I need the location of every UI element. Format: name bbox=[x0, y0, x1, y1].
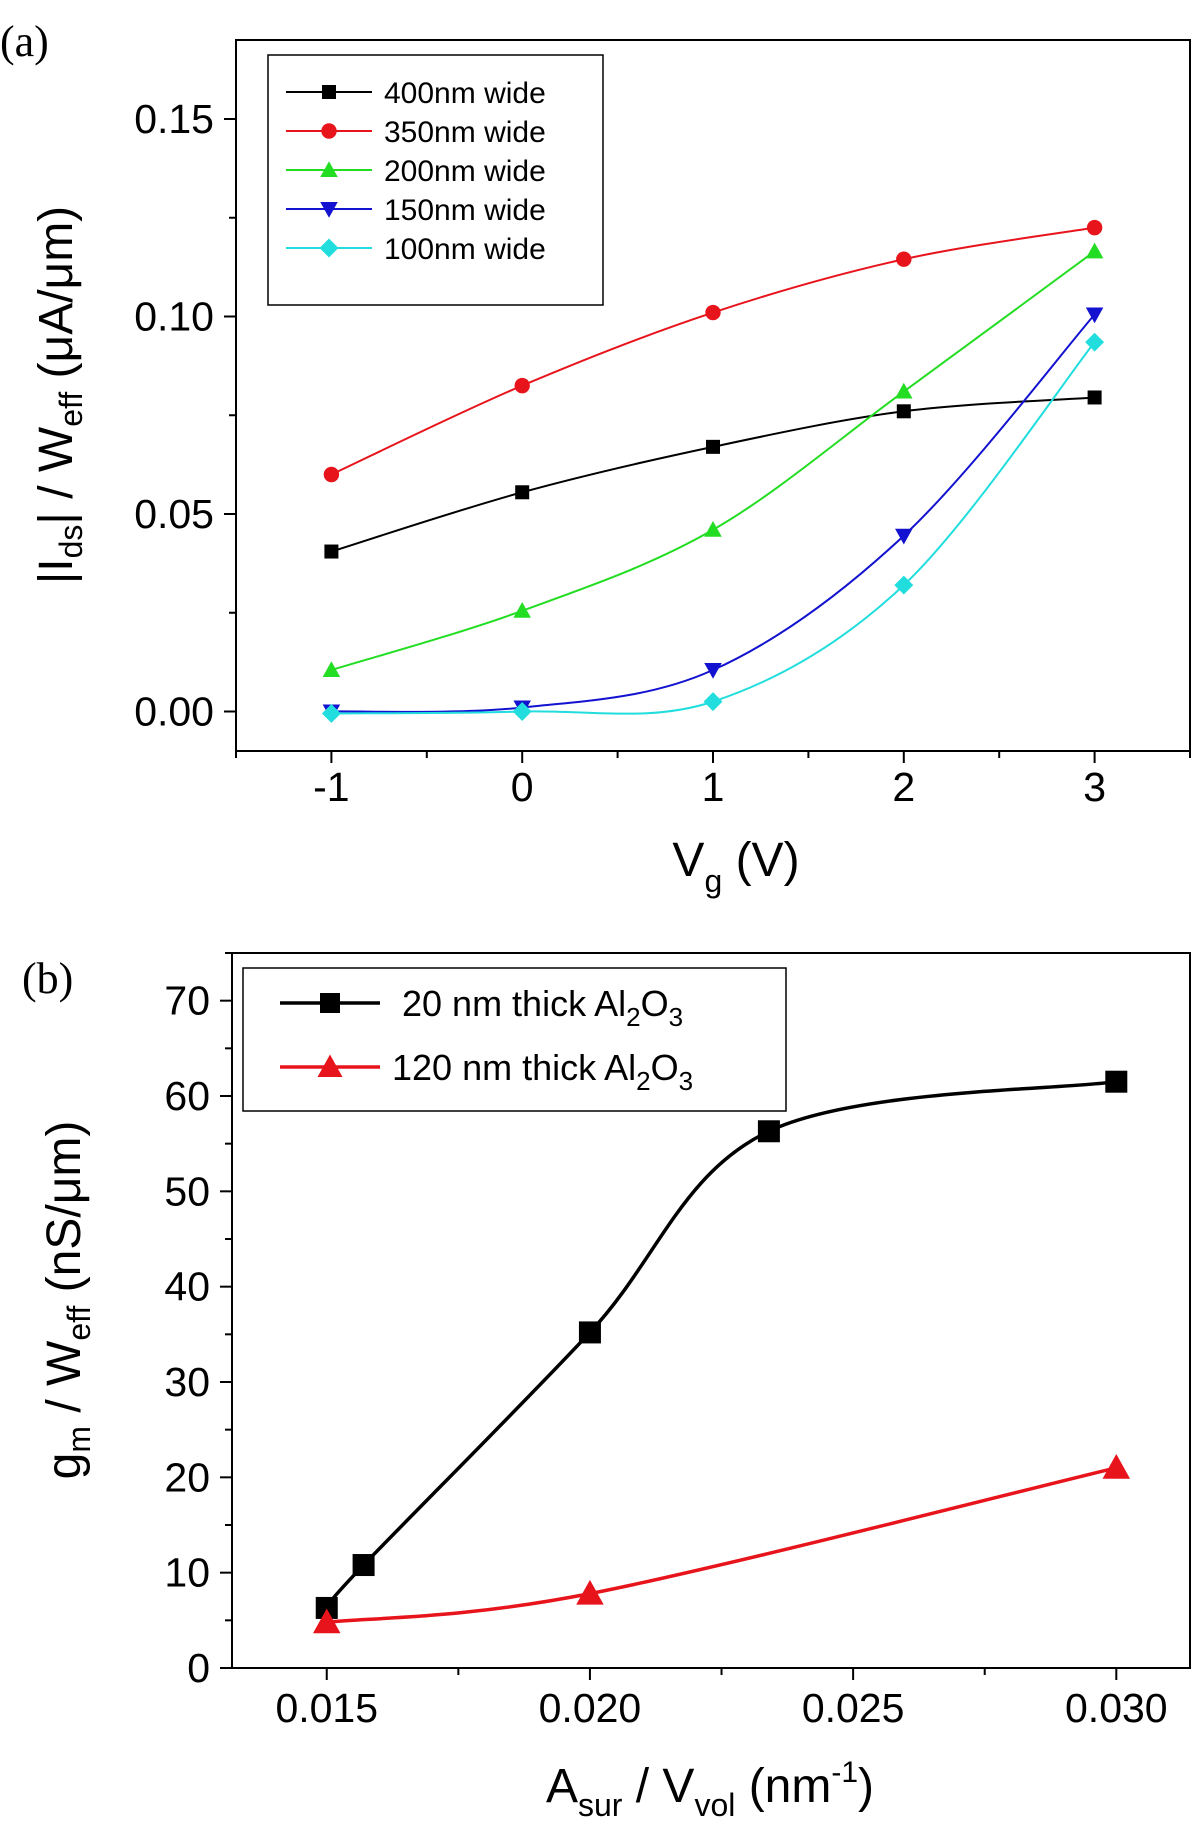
data-point bbox=[513, 602, 531, 618]
y-tick-label: 0 bbox=[187, 1645, 210, 1691]
data-point bbox=[322, 661, 341, 678]
legend-marker bbox=[321, 123, 337, 139]
series-line-0 bbox=[325, 1079, 1117, 1610]
y-tick-label: 0.10 bbox=[134, 294, 214, 340]
data-point bbox=[896, 404, 911, 419]
data-point bbox=[705, 304, 721, 321]
y-tick-label: 0.05 bbox=[134, 491, 214, 537]
legend-marker bbox=[320, 161, 338, 177]
data-point bbox=[323, 466, 340, 483]
series-line-3 bbox=[331, 313, 1096, 713]
panel-b: (b) 0.015 0.020 0.025 0.030010203040506070 … bbox=[22, 952, 1191, 1823]
legend-label: 400nm wide bbox=[384, 77, 546, 110]
panel-b-series-lines bbox=[325, 1079, 1117, 1624]
panel-a: (a) -1 0 1 2 3 0.00 0.05 0.10 0.15 |Ids| / Weff … bbox=[0, 17, 1191, 899]
legend-marker bbox=[320, 202, 338, 218]
data-point bbox=[352, 1554, 375, 1577]
panel-b-legend: 20 nm thick Al2O3 120 nm thick Al2O3 bbox=[242, 967, 787, 1112]
legend-marker bbox=[320, 993, 340, 1013]
x-tick-label: 0 bbox=[511, 764, 534, 810]
legend-label: 120 nm thick Al2O3 bbox=[392, 1047, 693, 1096]
y-tick-label: 40 bbox=[164, 1264, 210, 1310]
data-point bbox=[706, 439, 720, 454]
x-tick-label: -1 bbox=[313, 764, 349, 810]
data-point bbox=[703, 692, 723, 712]
data-point bbox=[1085, 332, 1105, 352]
y-tick-label: 30 bbox=[164, 1359, 210, 1405]
legend-marker bbox=[319, 238, 339, 258]
data-point bbox=[324, 544, 339, 559]
series-line-4 bbox=[331, 341, 1096, 715]
data-point bbox=[1085, 307, 1104, 324]
panel-b-legend-box bbox=[242, 967, 787, 1112]
data-point bbox=[1102, 1454, 1131, 1479]
data-point bbox=[757, 1120, 780, 1143]
y-tick-label: 20 bbox=[164, 1454, 210, 1500]
panel-b-frame bbox=[231, 952, 1191, 1669]
panel-b-markers bbox=[312, 1070, 1131, 1634]
y-tick-label: 10 bbox=[164, 1550, 210, 1596]
x-tick-label: 0.015 bbox=[275, 1685, 378, 1731]
data-point bbox=[895, 382, 913, 399]
panel-a-x-axis-title: Vg (V) bbox=[672, 834, 799, 899]
panel-a-legend: 400nm wide 350nm wide 200nm wide 150nm wide… bbox=[267, 54, 604, 306]
data-point bbox=[321, 704, 341, 723]
data-point bbox=[512, 702, 532, 721]
series-line-1 bbox=[326, 1466, 1117, 1624]
x-tick-label: 0.030 bbox=[1065, 1685, 1168, 1731]
legend-label: 20 nm thick Al2O3 bbox=[402, 983, 683, 1032]
y-tick-label: 0.15 bbox=[134, 96, 214, 142]
data-point bbox=[1086, 219, 1103, 236]
data-point bbox=[312, 1608, 341, 1634]
x-tick-label: 0.020 bbox=[539, 1685, 642, 1731]
data-point bbox=[515, 485, 530, 500]
panel-a-ticks: -1 0 1 2 3 0.00 0.05 0.10 0.15 bbox=[134, 96, 1191, 810]
x-tick-label: 0.025 bbox=[802, 1685, 905, 1731]
data-point bbox=[578, 1321, 601, 1344]
data-point bbox=[1087, 390, 1102, 405]
legend-label: 150nm wide bbox=[384, 194, 546, 227]
data-point bbox=[896, 251, 912, 267]
data-point bbox=[895, 528, 913, 545]
y-tick-label: 60 bbox=[164, 1073, 210, 1119]
panel-a-series-lines bbox=[330, 226, 1096, 715]
data-point bbox=[894, 575, 914, 595]
data-point bbox=[704, 663, 722, 679]
data-point bbox=[1085, 242, 1104, 259]
panel-b-x-axis-title: Asur / Vvol (nm-1) bbox=[546, 1756, 874, 1823]
panel-b-label: (b) bbox=[22, 954, 73, 1003]
legend-label: 100nm wide bbox=[384, 233, 546, 266]
panel-b-ticks: 0.015 0.020 0.025 0.030 0 10 20 30 40 50 60 70 bbox=[164, 952, 1168, 1731]
legend-label: 200nm wide bbox=[384, 155, 546, 188]
y-tick-label: 70 bbox=[164, 978, 210, 1024]
data-point bbox=[1105, 1070, 1128, 1093]
x-tick-label: 3 bbox=[1083, 764, 1106, 810]
panel-a-markers bbox=[321, 219, 1105, 723]
panel-a-y-axis-title: |Ids| / Weff (μA/μm) bbox=[30, 206, 89, 584]
legend-label: 350nm wide bbox=[384, 116, 546, 149]
panel-a-label: (a) bbox=[0, 17, 49, 66]
panel-b-y-axis-title: gm / Weff (nS/μm) bbox=[38, 1121, 97, 1480]
legend-marker bbox=[317, 1054, 343, 1077]
y-tick-label: 0.00 bbox=[134, 689, 214, 735]
data-point bbox=[514, 377, 530, 394]
data-point bbox=[576, 1579, 604, 1605]
y-tick-label: 50 bbox=[164, 1168, 210, 1214]
legend-marker bbox=[322, 85, 336, 99]
data-point bbox=[315, 1596, 338, 1619]
data-point bbox=[704, 521, 722, 537]
x-tick-label: 1 bbox=[702, 764, 725, 810]
x-tick-label: 2 bbox=[892, 764, 915, 810]
